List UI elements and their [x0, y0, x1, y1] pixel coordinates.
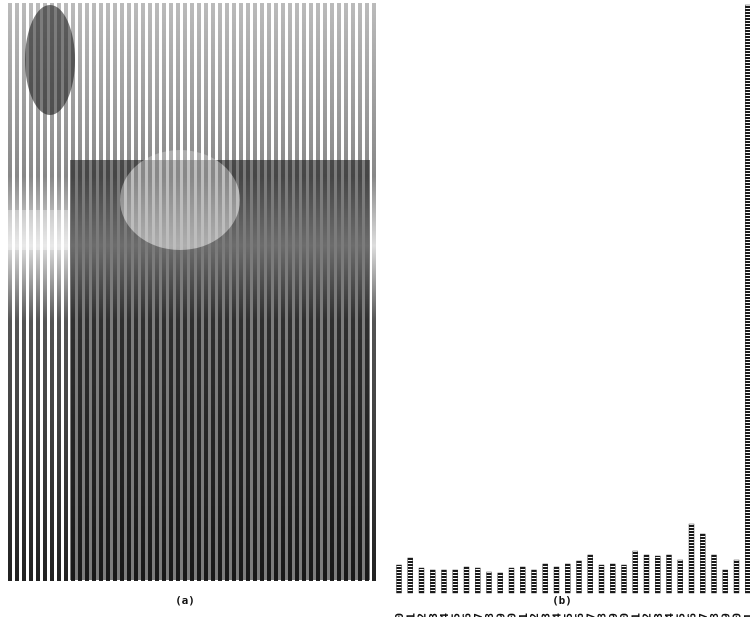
- bar: [588, 555, 593, 593]
- panel-caption: (b): [552, 594, 572, 607]
- bar: [453, 570, 458, 593]
- bar: [633, 551, 638, 593]
- bar: [622, 565, 627, 593]
- bar: [408, 558, 413, 593]
- bar: [487, 572, 492, 593]
- bar: [397, 565, 402, 593]
- bar: [745, 5, 750, 593]
- image-shapes: [8, 5, 370, 580]
- bar: [678, 560, 683, 593]
- bar: [475, 568, 480, 593]
- bar: [712, 555, 717, 593]
- x-tick-label: 31: [742, 613, 750, 617]
- bar: [520, 567, 525, 593]
- bar: [430, 570, 435, 593]
- bar: [655, 556, 660, 593]
- bar: [419, 568, 424, 593]
- bar: [610, 564, 615, 593]
- bar: [577, 561, 582, 593]
- bar: [644, 555, 649, 593]
- bar: [689, 524, 694, 593]
- panel-caption: (a): [175, 594, 195, 607]
- bar: [543, 564, 548, 593]
- bar: [509, 568, 514, 593]
- bar: [599, 565, 604, 593]
- bar: [734, 560, 739, 593]
- bar: [442, 570, 447, 593]
- bar: [723, 570, 728, 593]
- bar: [532, 570, 537, 593]
- bar: [464, 567, 469, 593]
- bar: [498, 573, 503, 593]
- bar: [667, 555, 672, 593]
- chart: (a) (b) 01234567891011121314151617181920…: [0, 0, 750, 617]
- bar: [565, 564, 570, 593]
- bar: [554, 567, 559, 593]
- figure: (a) (b) 01234567891011121314151617181920…: [0, 0, 750, 617]
- bar: [700, 534, 705, 593]
